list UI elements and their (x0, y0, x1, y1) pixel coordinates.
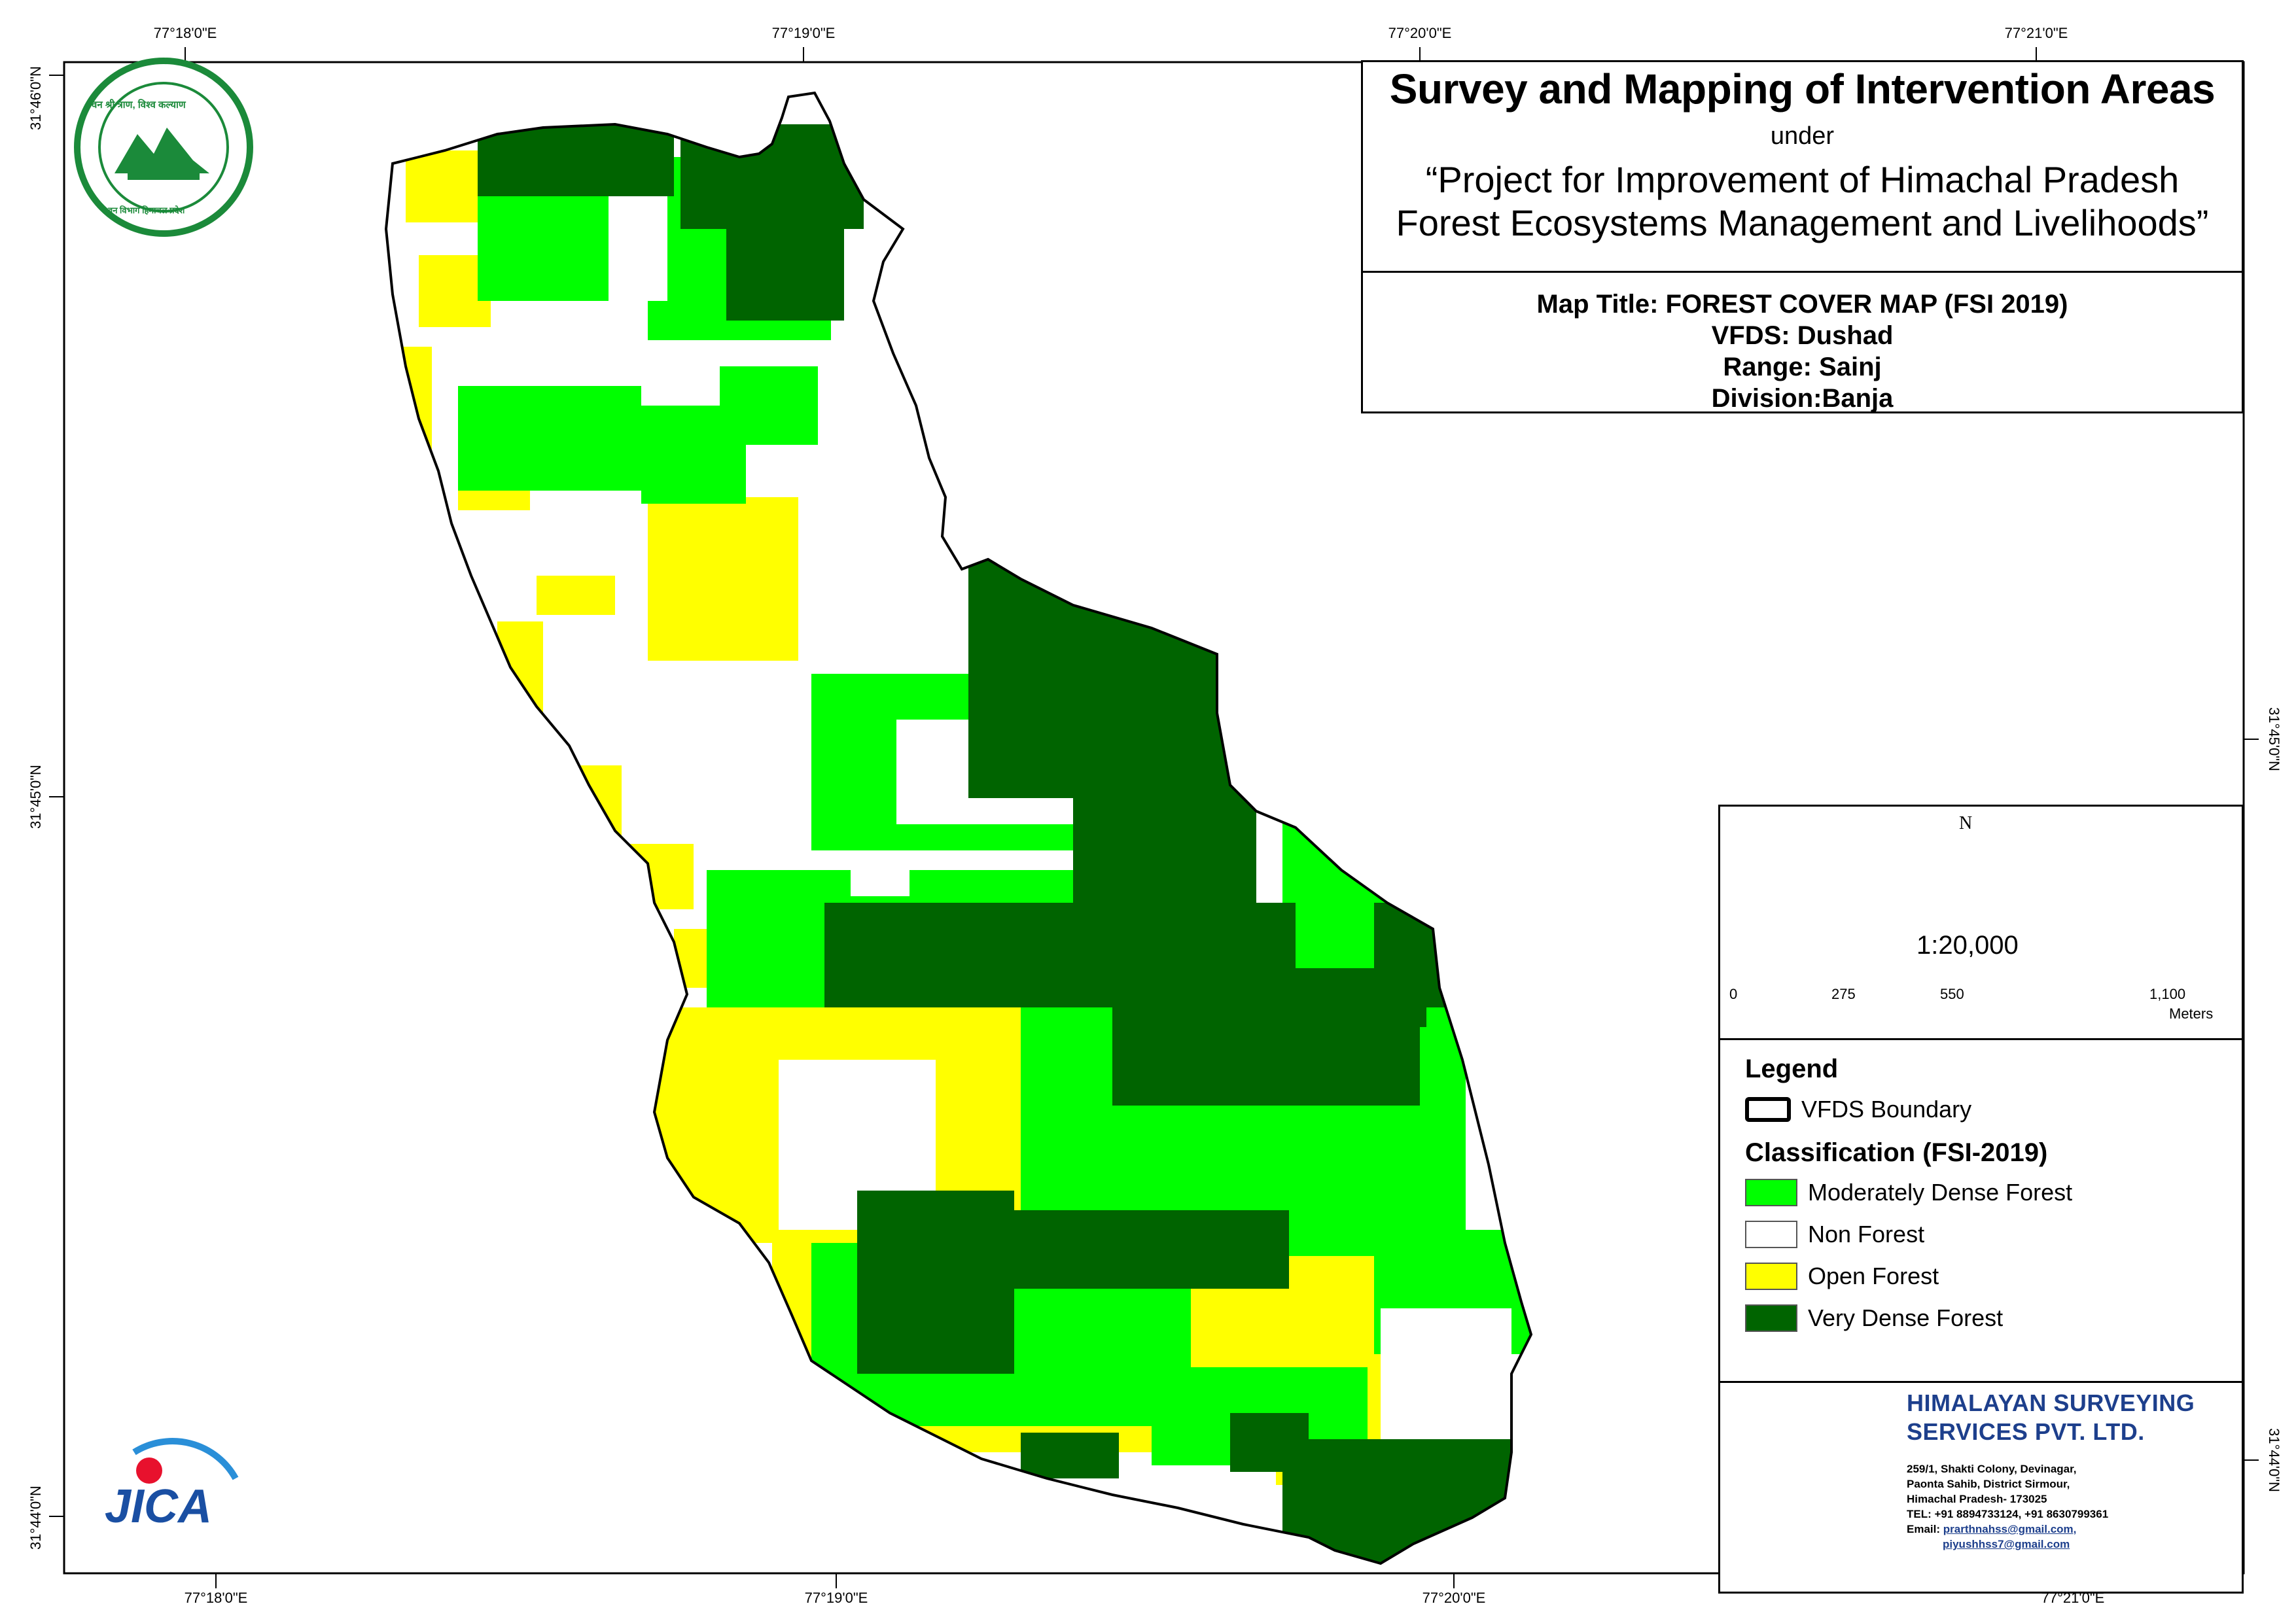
email-link-2[interactable]: piyushhss7@gmail.com (1943, 1538, 2070, 1550)
north-label: N (1959, 813, 1973, 833)
classification-title: Classification (FSI-2019) (1745, 1138, 2048, 1167)
project-title: “Project for Improvement of Himachal Pra… (1363, 158, 2242, 245)
legend-label-open: Open Forest (1808, 1263, 1939, 1289)
verydense-swatch (1745, 1304, 1797, 1332)
tick-right-1: 31°44'0"N (2266, 1428, 2282, 1492)
legend-item-boundary: VFDS Boundary (1745, 1092, 1971, 1126)
nonforest-swatch (1745, 1221, 1797, 1248)
legend-label-verydense: Very Dense Forest (1808, 1304, 2004, 1331)
title-under: under (1770, 122, 1835, 150)
map-frame (63, 61, 2245, 1575)
vfds-name: VFDS: Dushad (1711, 321, 1894, 350)
vfds-boundary (384, 91, 1533, 1565)
boundary-swatch (1745, 1097, 1791, 1122)
map-title: Map Title: FOREST COVER MAP (FSI 2019) (1536, 290, 2068, 319)
north-scale-panel: N 1:20,000 0 275 550 1,100 Meters (1718, 805, 2244, 1040)
tick-right-0: 31°45'0"N (2266, 707, 2282, 771)
open-swatch (1745, 1263, 1797, 1290)
company-address-3: Himachal Pradesh- 173025 (1907, 1493, 2047, 1505)
tick-left-1: 31°45'0"N (27, 765, 44, 829)
scale-tick-0: 0 (1729, 986, 1738, 1002)
company-name-2: SERVICES PVT. LTD. (1907, 1418, 2145, 1445)
range-name: Range: Sainj (1723, 353, 1882, 381)
tick-top-1: 77°19'0"E (771, 25, 836, 41)
legend-panel: Legend VFDS Boundary Classification (FSI… (1718, 1038, 2244, 1383)
tick-bottom-0: 77°18'0"E (184, 1590, 248, 1606)
tick-top-2: 77°20'0"E (1388, 25, 1452, 41)
tick-left-2: 31°44'0"N (27, 1486, 44, 1550)
jica-logo (132, 1438, 239, 1484)
map-info-panel: Map Title: FOREST COVER MAP (FSI 2019) V… (1361, 271, 2244, 413)
tick-left-0: 31°46'0"N (27, 66, 44, 130)
graticule-ticks (49, 47, 2259, 1588)
scale-tick-2: 550 (1940, 986, 1964, 1002)
division-name: Division:Banja (1711, 384, 1894, 413)
legend-label-moderate: Moderately Dense Forest (1808, 1179, 2073, 1206)
company-address-2: Paonta Sahib, District Sirmour, (1907, 1478, 2070, 1490)
legend-item-moderate: Moderately Dense Forest (1745, 1176, 2072, 1210)
company-name-1: HIMALAYAN SURVEYING (1907, 1389, 2195, 1416)
page-title: Survey and Mapping of Intervention Areas (1389, 65, 2216, 113)
scale-ratio: 1:20,000 (1916, 931, 2019, 960)
tick-bottom-2: 77°20'0"E (1422, 1590, 1486, 1606)
legend-item-open: Open Forest (1745, 1259, 1939, 1293)
company-address-1: 259/1, Shakti Colony, Devinagar, (1907, 1463, 2077, 1475)
email-label: Email: (1907, 1523, 1941, 1535)
company-panel: HIMALAYAN SURVEYING SERVICES PVT. LTD. 2… (1718, 1381, 2244, 1594)
project-line-2: Forest Ecosystems Management and Livelih… (1396, 202, 2209, 243)
tick-bottom-1: 77°19'0"E (804, 1590, 868, 1606)
company-email-row-2: piyushhss7@gmail.com (1943, 1538, 2070, 1551)
legend-item-nonforest: Non Forest (1745, 1217, 1924, 1251)
legend-label-nonforest: Non Forest (1808, 1221, 1925, 1248)
forest-department-logo (74, 58, 253, 237)
forest-logo-bottom-text: वन विभाग हिमाचल प्रदेश (108, 205, 185, 215)
scale-tick-1: 275 (1831, 986, 1856, 1002)
company-email-row: Email: prarthnahss@gmail.com, (1907, 1523, 2076, 1536)
company-tel: TEL: +91 8894733124, +91 8630799361 (1907, 1508, 2109, 1520)
email-link-1[interactable]: prarthnahss@gmail.com, (1943, 1523, 2077, 1535)
project-line-1: “Project for Improvement of Himachal Pra… (1425, 159, 2180, 200)
tick-top-0: 77°18'0"E (153, 25, 217, 41)
jica-text: JICA (105, 1480, 213, 1533)
legend-item-verydense: Very Dense Forest (1745, 1301, 2003, 1335)
forest-logo-text: वन श्री त्राण, विश्व कल्याण (92, 99, 186, 111)
moderate-swatch (1745, 1179, 1797, 1206)
legend-label-boundary: VFDS Boundary (1801, 1096, 1972, 1123)
title-panel: Survey and Mapping of Intervention Areas… (1361, 60, 2244, 273)
tick-top-3: 77°21'0"E (2004, 25, 2068, 41)
scale-tick-3: 1,100 (2149, 986, 2186, 1002)
legend-title: Legend (1745, 1055, 1839, 1083)
scale-unit: Meters (2169, 1005, 2214, 1022)
